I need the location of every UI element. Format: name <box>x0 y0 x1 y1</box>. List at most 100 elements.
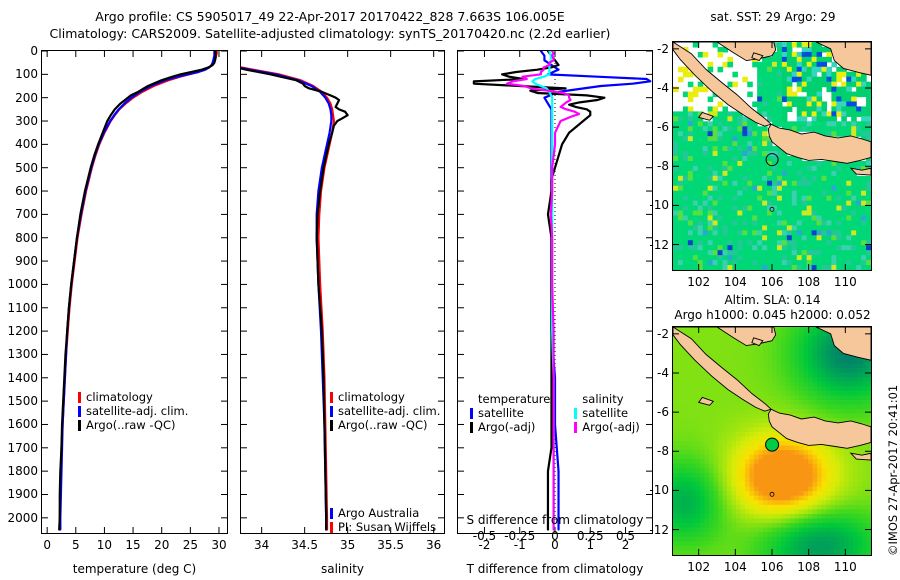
legend-color-swatch <box>330 507 333 519</box>
longitude-tick-label: 106 <box>760 275 784 289</box>
depth-tick-label: 900 <box>15 254 38 269</box>
legend-entry: satellite <box>470 406 550 420</box>
legend-color-swatch <box>330 521 333 533</box>
latitude-tick-label: -12 <box>649 522 669 537</box>
depth-tick-label: 700 <box>15 207 38 222</box>
legend-label: satellite <box>478 406 524 420</box>
legend-label: Argo(-adj) <box>478 420 536 434</box>
depth-tick-label: 1500 <box>7 394 38 409</box>
longitude-tick-label: 110 <box>833 275 857 289</box>
t-difference-tick-label: -1 <box>513 538 526 552</box>
legend-entry: climatology <box>78 390 188 404</box>
s-difference-tick-label: -0.25 <box>504 529 536 543</box>
legend-salinity-panel: climatology satellite-adj. clim. Argo(..ra… <box>330 390 440 432</box>
depth-tick-label: 1200 <box>7 324 38 339</box>
legend-label: satellite-adj. clim. <box>338 404 441 418</box>
legend-difference-panel: temperature satellite Argo(-adj) salinity sa… <box>470 392 640 434</box>
legend-color-swatch <box>78 391 81 403</box>
depth-tick-label: 1100 <box>7 300 38 315</box>
latitude-tick-label: -6 <box>657 405 669 420</box>
depth-tick-label: 200 <box>15 90 38 105</box>
longitude-tick-label: 106 <box>760 560 784 574</box>
longitude-tick-label: 108 <box>797 560 821 574</box>
legend-color-swatch <box>78 405 81 417</box>
legend-column: salinity satellite Argo(-adj) <box>574 392 640 434</box>
page-title: Argo profile: CS 5905017_49 22-Apr-2017 … <box>0 8 660 42</box>
legend-color-swatch <box>574 421 578 433</box>
legend-label: Argo(..raw -QC) <box>338 418 428 432</box>
map-sst-canvas <box>673 42 871 270</box>
s-difference-tick-label: 0.5 <box>615 529 636 543</box>
legend-entry: satellite-adj. clim. <box>330 404 440 418</box>
depth-tick-label: 600 <box>15 184 38 199</box>
map-sst[interactable] <box>672 41 872 271</box>
t-difference-tick-label: 1 <box>586 538 595 552</box>
depth-tick-label: 1800 <box>7 464 38 479</box>
salinity-profile-plot <box>241 51 444 533</box>
longitude-tick-label: 102 <box>687 275 711 289</box>
s-difference-tick-label: 0.25 <box>576 529 604 543</box>
t-difference-tick-label: 0 <box>551 538 559 552</box>
salinity-tick-label: 34.5 <box>291 538 318 552</box>
legend-label: satellite-adj. clim. <box>86 404 189 418</box>
legend-label: climatology <box>338 390 405 404</box>
map-sla-title: Altim. SLA: 0.14 Argo h1000: 0.045 h2000… <box>660 293 885 323</box>
legend-column-header: salinity <box>582 392 624 406</box>
longitude-tick-label: 108 <box>797 275 821 289</box>
difference-temperature-axis-label: T difference from climatology <box>466 562 644 576</box>
legend-column: temperature satellite Argo(-adj) <box>470 392 550 434</box>
depth-tick-label: 400 <box>15 137 38 152</box>
temperature-tick-label: 0 <box>43 538 51 552</box>
map-sla-title-line-1: Altim. SLA: 0.14 <box>724 293 821 307</box>
salinity-axis-label: salinity <box>320 562 365 576</box>
legend-entry: climatology <box>330 390 440 404</box>
temperature-tick-label: 25 <box>182 538 198 552</box>
temperature-tick-label: 10 <box>96 538 113 552</box>
legend-label: Argo(..raw -QC) <box>86 418 176 432</box>
legend-entry: Argo(-adj) <box>574 420 640 434</box>
panel-salinity-profile <box>240 50 445 534</box>
temperature-tick-label: 5 <box>71 538 80 552</box>
longitude-tick-label: 104 <box>723 560 747 574</box>
legend-entry: satellite <box>574 406 639 420</box>
depth-tick-label: 1700 <box>7 440 38 455</box>
t-difference-tick-label: 2 <box>621 538 630 552</box>
difference-salinity-axis-label: S difference from climatology <box>466 513 644 527</box>
latitude-tick-label: -4 <box>657 80 669 95</box>
latitude-tick-label: -10 <box>649 198 669 213</box>
legend-color-swatch <box>470 421 473 433</box>
legend-column-header: temperature <box>478 392 551 406</box>
depth-tick-label: 1600 <box>7 417 38 432</box>
legend-color-swatch <box>330 419 333 431</box>
depth-tick-label: 0 <box>30 44 38 58</box>
t-difference-tick-label: -2 <box>478 538 491 552</box>
attribution-line: PI: Susan Wijffels <box>330 520 436 534</box>
latitude-tick-label: -2 <box>657 41 669 56</box>
depth-tick-label: 100 <box>15 67 38 82</box>
depth-tick-label: 1900 <box>7 487 38 502</box>
legend-label: satellite <box>582 406 629 420</box>
legend-color-swatch <box>330 405 333 417</box>
map-sla-title-line-2: Argo h1000: 0.045 h2000: 0.052 <box>674 308 871 322</box>
attribution-line: Argo Australia <box>330 506 436 520</box>
legend-entry: Argo(..raw -QC) <box>330 418 440 432</box>
temperature-axis-label: temperature (deg C) <box>72 562 197 576</box>
latitude-tick-label: -8 <box>657 444 669 459</box>
temperature-tick-label: 30 <box>211 538 227 552</box>
title-line-1: Argo profile: CS 5905017_49 22-Apr-2017 … <box>95 9 565 24</box>
depth-tick-label: 300 <box>15 114 38 129</box>
attribution-argo-australia: Argo Australia PI: Susan Wijffels <box>330 506 436 534</box>
legend-temperature-panel: climatology satellite-adj. clim. Argo(..ra… <box>78 390 188 432</box>
map-sla[interactable] <box>672 326 872 556</box>
longitude-tick-label: 104 <box>723 275 747 289</box>
panel-difference-profile <box>457 50 653 534</box>
legend-color-swatch <box>78 419 81 431</box>
title-line-2: Climatology: CARS2009. Satellite-adjuste… <box>49 26 611 41</box>
legend-color-swatch <box>470 407 473 419</box>
depth-tick-label: 2000 <box>7 510 38 525</box>
latitude-tick-label: -12 <box>649 237 669 252</box>
legend-label: climatology <box>86 390 153 404</box>
latitude-tick-label: -4 <box>657 365 669 380</box>
depth-tick-label: 1300 <box>7 347 38 362</box>
legend-color-swatch <box>574 407 578 419</box>
